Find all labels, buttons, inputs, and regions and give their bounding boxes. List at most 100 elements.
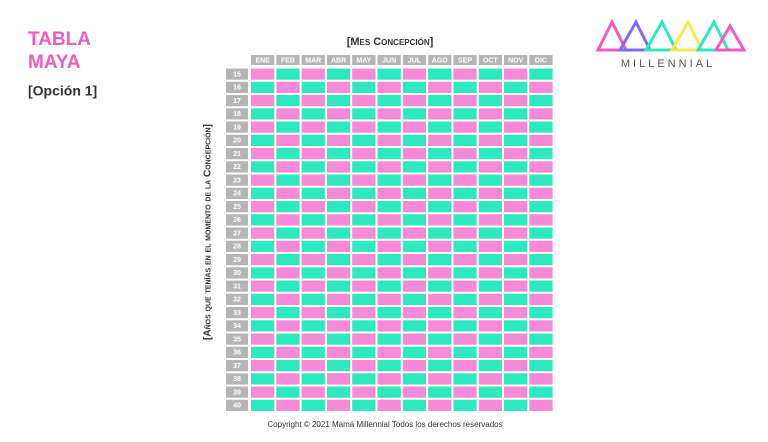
age-cell: [226, 267, 248, 279]
cell: [377, 307, 401, 319]
cell: [276, 307, 300, 319]
month-label: DIC: [535, 57, 547, 64]
age-label: 39: [233, 389, 241, 396]
cell: [251, 307, 275, 319]
cell: [276, 121, 300, 133]
cell: [478, 174, 502, 186]
cell: [504, 95, 528, 107]
cell: [301, 307, 325, 319]
cell: [352, 360, 376, 372]
cell: [453, 307, 477, 319]
cell: [377, 201, 401, 213]
cell: [352, 267, 376, 279]
cell: [251, 174, 275, 186]
cell: [301, 373, 325, 385]
cell: [301, 267, 325, 279]
cell: [428, 148, 452, 160]
cell: [352, 187, 376, 199]
month-cell: [251, 55, 275, 65]
month-label: NOV: [508, 57, 524, 64]
cell: [377, 346, 401, 358]
age-cell: [226, 148, 248, 160]
cell: [377, 320, 401, 332]
cell: [276, 161, 300, 173]
cell: [428, 121, 452, 133]
cell: [428, 95, 452, 107]
month-label: OCT: [483, 57, 499, 64]
cell: [529, 254, 553, 266]
cell: [276, 360, 300, 372]
cell: [529, 134, 553, 146]
cell: [251, 360, 275, 372]
cell: [352, 373, 376, 385]
cell: [326, 399, 351, 411]
cell: [402, 95, 427, 107]
month-cell: [478, 55, 502, 65]
cell: [529, 161, 553, 173]
cell: [402, 121, 427, 133]
cell: [276, 174, 300, 186]
cell: [402, 227, 427, 239]
cell: [428, 227, 452, 239]
cell: [428, 187, 452, 199]
cell: [352, 333, 376, 345]
cell: [529, 68, 553, 80]
cell: [478, 293, 502, 305]
cell: [453, 187, 477, 199]
cell: [377, 174, 401, 186]
cell: [377, 293, 401, 305]
cell: [326, 68, 351, 80]
cell: [529, 373, 553, 385]
cell: [276, 333, 300, 345]
cell: [326, 227, 351, 239]
cell: [478, 333, 502, 345]
cell: [352, 346, 376, 358]
month-cell: [453, 55, 477, 65]
age-cell: [226, 240, 248, 252]
cell: [301, 121, 325, 133]
cell: [402, 174, 427, 186]
cell: [478, 108, 502, 120]
age-cell: [226, 373, 248, 385]
row-header: [Años que tenías en el momento de la Con…: [203, 124, 214, 340]
cell: [529, 386, 553, 398]
age-label: 16: [233, 85, 241, 92]
age-label: 27: [233, 230, 241, 237]
cell: [428, 240, 452, 252]
month-label: JUL: [408, 57, 422, 64]
cell: [529, 280, 553, 292]
age-cell: [226, 121, 248, 133]
cell: [326, 201, 351, 213]
cell: [251, 293, 275, 305]
cell: [352, 108, 376, 120]
cell: [504, 267, 528, 279]
cell: [301, 134, 325, 146]
cell: [276, 267, 300, 279]
age-cell: [226, 187, 248, 199]
cell: [529, 293, 553, 305]
cell: [251, 148, 275, 160]
cell: [377, 134, 401, 146]
month-cell: [428, 55, 452, 65]
cell: [428, 333, 452, 345]
cell: [428, 360, 452, 372]
cell: [326, 307, 351, 319]
age-label: 17: [233, 98, 241, 105]
cell: [276, 201, 300, 213]
cell: [504, 214, 528, 226]
cell: [276, 346, 300, 358]
cell: [478, 201, 502, 213]
cell: [251, 201, 275, 213]
cell: [478, 227, 502, 239]
cell: [428, 280, 452, 292]
cell: [377, 373, 401, 385]
age-cell: [226, 68, 248, 80]
cell: [326, 280, 351, 292]
column-header: [Mes Concepción]: [347, 36, 434, 48]
cell: [504, 161, 528, 173]
cell: [251, 68, 275, 80]
cell: [478, 320, 502, 332]
cell: [301, 227, 325, 239]
cell: [326, 360, 351, 372]
cell: [301, 68, 325, 80]
